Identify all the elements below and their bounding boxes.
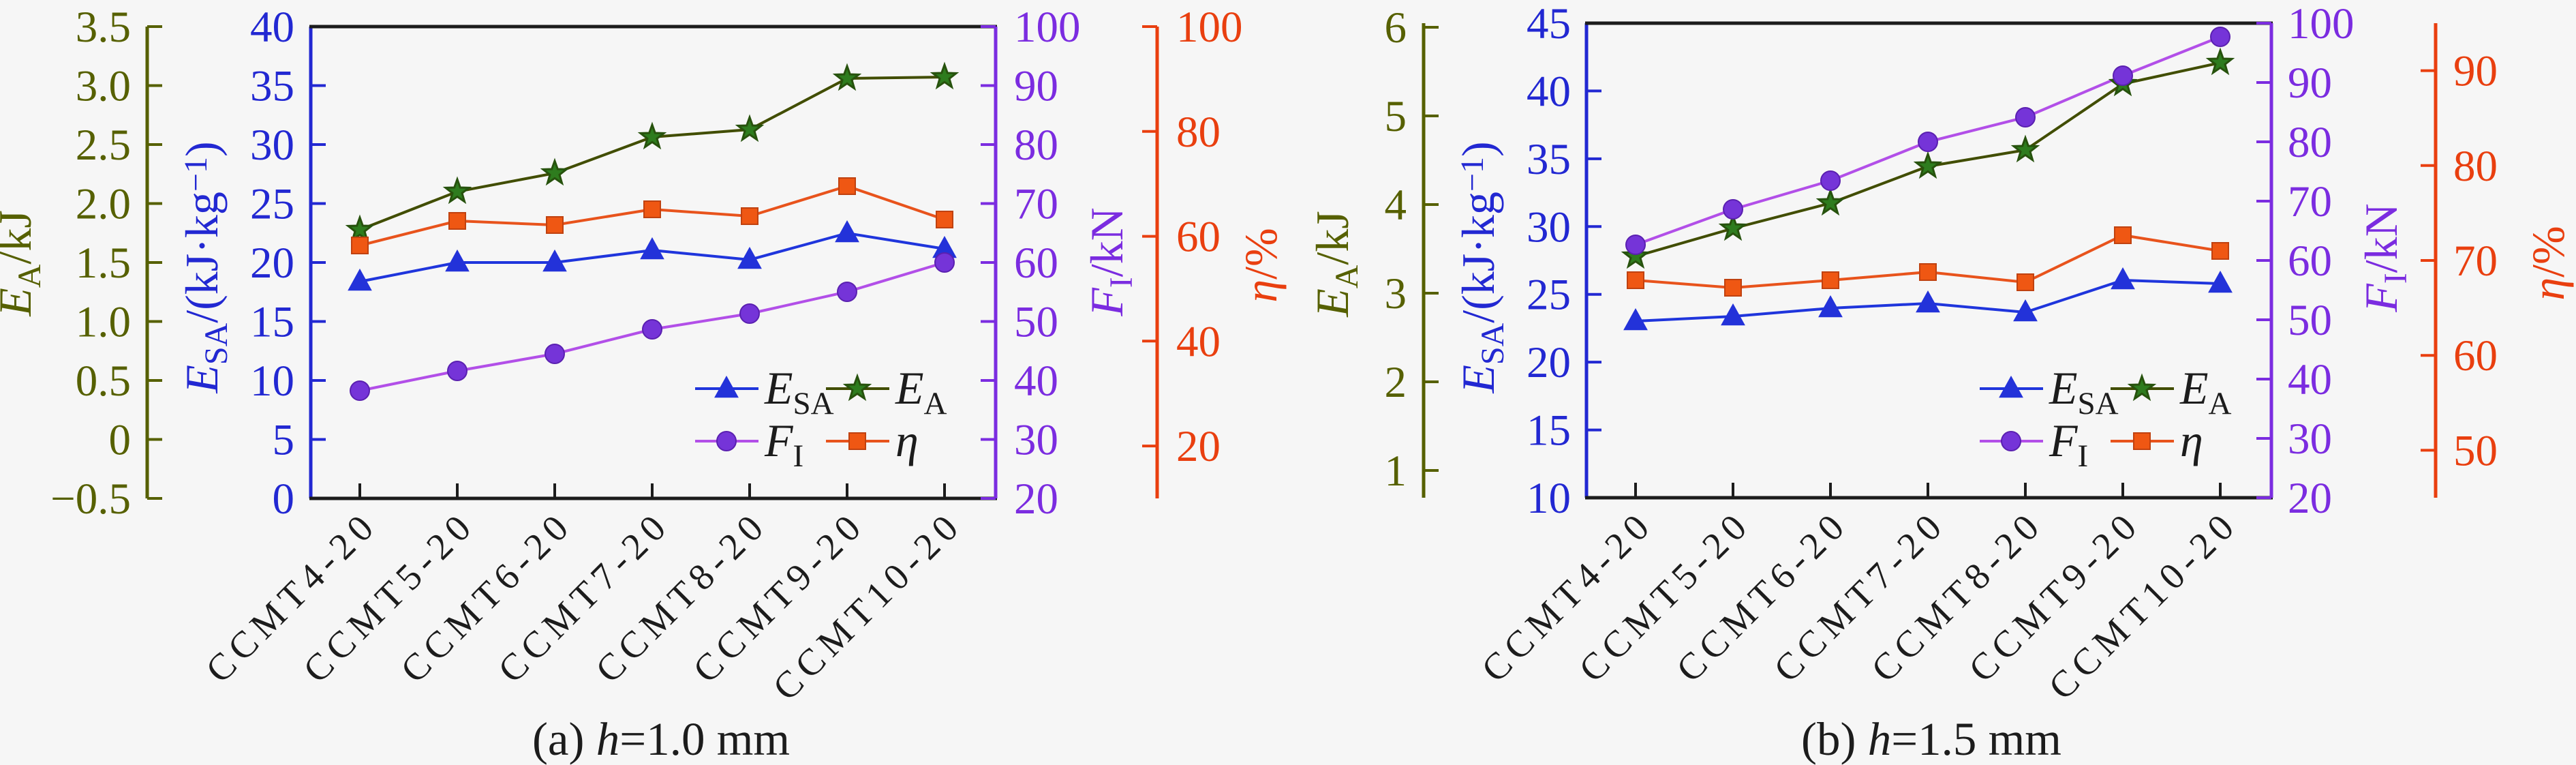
svg-text:10: 10 xyxy=(1527,474,1571,523)
svg-text:30: 30 xyxy=(1014,416,1058,465)
svg-text:30: 30 xyxy=(1527,202,1571,252)
svg-text:ESA/(kJ·kg−1): ESA/(kJ·kg−1) xyxy=(1452,141,1511,393)
svg-text:35: 35 xyxy=(1527,135,1571,184)
svg-text:10: 10 xyxy=(250,357,294,406)
svg-text:η/%: η/% xyxy=(2522,226,2574,300)
svg-text:90: 90 xyxy=(1014,62,1058,111)
svg-text:45: 45 xyxy=(1527,0,1571,48)
svg-text:4: 4 xyxy=(1385,181,1407,230)
svg-text:ESA/(kJ·kg−1): ESA/(kJ·kg−1) xyxy=(176,141,234,393)
svg-text:60: 60 xyxy=(2288,237,2332,286)
svg-text:FI/kN: FI/kN xyxy=(2355,203,2414,313)
svg-text:60: 60 xyxy=(1014,239,1058,288)
svg-text:6: 6 xyxy=(1385,3,1407,52)
svg-text:35: 35 xyxy=(250,62,294,111)
svg-text:20: 20 xyxy=(1527,338,1571,387)
svg-text:40: 40 xyxy=(250,3,294,52)
svg-text:EA: EA xyxy=(2179,362,2232,421)
svg-text:0: 0 xyxy=(273,475,295,524)
svg-text:1.0: 1.0 xyxy=(76,298,131,347)
svg-text:90: 90 xyxy=(2453,47,2498,96)
svg-text:FI: FI xyxy=(764,415,803,474)
svg-text:25: 25 xyxy=(250,180,294,229)
svg-text:(b) h=1.5 mm: (b) h=1.5 mm xyxy=(1801,713,2061,765)
svg-text:FI: FI xyxy=(2049,415,2088,474)
svg-text:3.0: 3.0 xyxy=(76,62,131,111)
svg-text:20: 20 xyxy=(250,239,294,288)
svg-text:40: 40 xyxy=(2288,355,2332,404)
svg-text:40: 40 xyxy=(1176,317,1221,366)
svg-text:EA/kJ: EA/kJ xyxy=(1306,211,1365,318)
svg-text:70: 70 xyxy=(2288,177,2332,226)
svg-text:15: 15 xyxy=(250,298,294,347)
svg-text:20: 20 xyxy=(1176,422,1221,471)
svg-text:100: 100 xyxy=(1014,3,1081,52)
svg-text:(a) h=1.0 mm: (a) h=1.0 mm xyxy=(532,713,790,765)
svg-text:0: 0 xyxy=(109,416,132,465)
svg-text:50: 50 xyxy=(1014,298,1058,347)
svg-text:80: 80 xyxy=(2288,118,2332,167)
svg-text:100: 100 xyxy=(2288,0,2355,48)
svg-text:40: 40 xyxy=(1014,357,1058,406)
svg-text:60: 60 xyxy=(1176,213,1221,262)
svg-text:40: 40 xyxy=(1527,67,1571,116)
svg-text:30: 30 xyxy=(2288,415,2332,464)
svg-text:80: 80 xyxy=(1176,108,1221,157)
svg-text:1: 1 xyxy=(1385,447,1407,496)
svg-text:−0.5: −0.5 xyxy=(50,475,131,524)
svg-text:2.5: 2.5 xyxy=(76,121,131,170)
svg-text:η: η xyxy=(895,415,919,466)
svg-text:3: 3 xyxy=(1385,269,1407,318)
svg-text:2: 2 xyxy=(1385,358,1407,407)
svg-text:EA/kJ: EA/kJ xyxy=(0,210,48,317)
svg-text:5: 5 xyxy=(1385,92,1407,141)
svg-text:25: 25 xyxy=(1527,271,1571,320)
svg-text:η: η xyxy=(2180,415,2203,466)
svg-text:60: 60 xyxy=(2453,331,2498,380)
svg-text:EA: EA xyxy=(895,362,947,421)
svg-text:80: 80 xyxy=(2453,142,2498,191)
svg-text:30: 30 xyxy=(250,121,294,170)
svg-text:1.5: 1.5 xyxy=(76,239,131,288)
svg-text:2.0: 2.0 xyxy=(76,180,131,229)
svg-text:η/%: η/% xyxy=(1235,228,1287,302)
svg-text:3.5: 3.5 xyxy=(76,3,131,52)
svg-text:ESA: ESA xyxy=(764,362,834,421)
svg-text:20: 20 xyxy=(2288,474,2332,523)
svg-text:90: 90 xyxy=(2288,59,2332,108)
svg-text:80: 80 xyxy=(1014,121,1058,170)
svg-text:50: 50 xyxy=(2288,296,2332,345)
svg-text:0.5: 0.5 xyxy=(76,357,131,406)
svg-text:50: 50 xyxy=(2453,426,2498,475)
svg-text:15: 15 xyxy=(1527,406,1571,455)
svg-text:70: 70 xyxy=(2453,237,2498,286)
svg-text:FI/kN: FI/kN xyxy=(1081,207,1139,317)
svg-text:5: 5 xyxy=(273,416,295,465)
svg-text:20: 20 xyxy=(1014,475,1058,524)
svg-text:ESA: ESA xyxy=(2049,362,2119,421)
svg-text:70: 70 xyxy=(1014,180,1058,229)
svg-text:100: 100 xyxy=(1176,3,1243,52)
